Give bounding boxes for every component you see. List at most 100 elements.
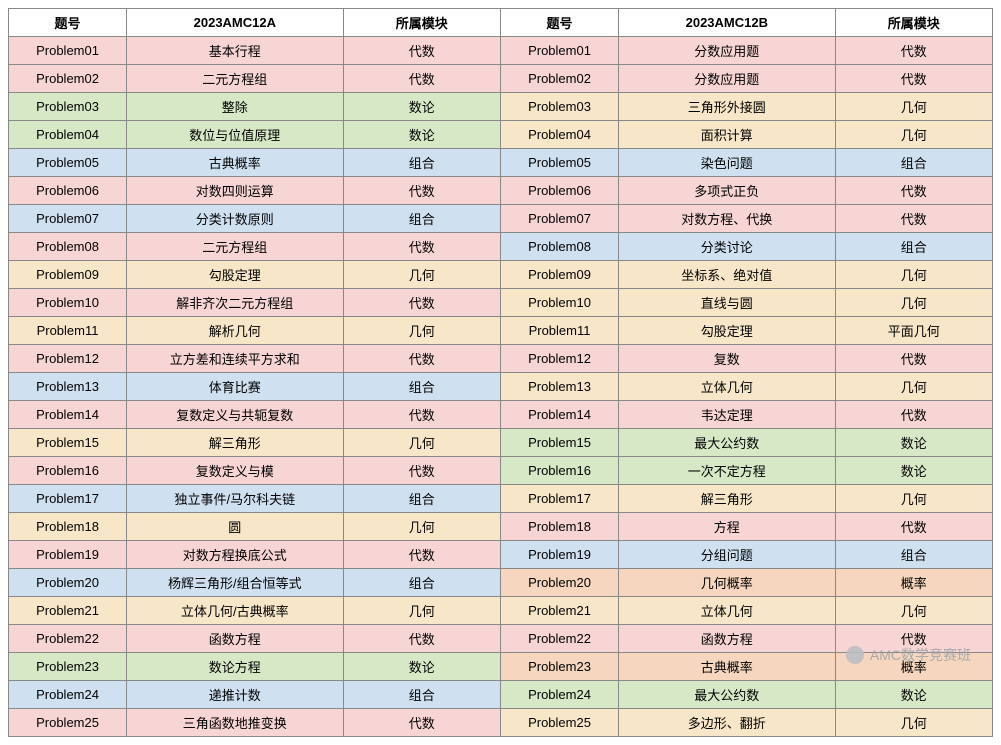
problem-b-id: Problem16 [500,457,618,485]
problem-b-id: Problem17 [500,485,618,513]
col-header: 题号 [500,9,618,37]
problem-b-topic: 立体几何 [619,597,835,625]
problem-a-module: 组合 [343,485,500,513]
problem-b-topic: 对数方程、代换 [619,205,835,233]
table-row: Problem23数论方程数论Problem23古典概率概率 [9,653,993,681]
table-row: Problem19对数方程换底公式代数Problem19分组问题组合 [9,541,993,569]
problem-b-module: 概率 [835,653,992,681]
problem-b-id: Problem14 [500,401,618,429]
problem-b-module: 代数 [835,401,992,429]
problem-b-module: 几何 [835,373,992,401]
problem-b-topic: 多边形、翻折 [619,709,835,737]
table-row: Problem15解三角形几何Problem15最大公约数数论 [9,429,993,457]
problem-a-module: 代数 [343,709,500,737]
problem-b-id: Problem13 [500,373,618,401]
problem-b-module: 代数 [835,345,992,373]
problem-b-module: 代数 [835,37,992,65]
amc-topic-table: 题号 2023AMC12A 所属模块 题号 2023AMC12B 所属模块 Pr… [8,8,993,737]
problem-b-id: Problem15 [500,429,618,457]
problem-a-topic: 二元方程组 [127,65,343,93]
col-header: 2023AMC12A [127,9,343,37]
problem-a-id: Problem06 [9,177,127,205]
problem-b-topic: 分组问题 [619,541,835,569]
table-row: Problem17独立事件/马尔科夫链组合Problem17解三角形几何 [9,485,993,513]
table-row: Problem02二元方程组代数Problem02分数应用题代数 [9,65,993,93]
problem-b-module: 几何 [835,289,992,317]
problem-b-topic: 多项式正负 [619,177,835,205]
problem-b-module: 数论 [835,457,992,485]
table-row: Problem25三角函数地推变换代数Problem25多边形、翻折几何 [9,709,993,737]
table-row: Problem01基本行程代数Problem01分数应用题代数 [9,37,993,65]
table-row: Problem13体育比赛组合Problem13立体几何几何 [9,373,993,401]
problem-a-topic: 基本行程 [127,37,343,65]
table-row: Problem14复数定义与共轭复数代数Problem14韦达定理代数 [9,401,993,429]
problem-b-module: 组合 [835,541,992,569]
problem-b-id: Problem06 [500,177,618,205]
problem-b-id: Problem11 [500,317,618,345]
problem-a-topic: 立方差和连续平方求和 [127,345,343,373]
problem-b-module: 几何 [835,709,992,737]
table-row: Problem03整除数论Problem03三角形外接圆几何 [9,93,993,121]
col-header: 2023AMC12B [619,9,835,37]
problem-b-module: 平面几何 [835,317,992,345]
problem-a-topic: 分类计数原则 [127,205,343,233]
problem-a-module: 代数 [343,233,500,261]
problem-a-topic: 整除 [127,93,343,121]
problem-a-module: 几何 [343,261,500,289]
table-row: Problem20杨辉三角形/组合恒等式组合Problem20几何概率概率 [9,569,993,597]
problem-a-id: Problem12 [9,345,127,373]
problem-a-module: 代数 [343,625,500,653]
problem-a-module: 组合 [343,149,500,177]
table-row: Problem12立方差和连续平方求和代数Problem12复数代数 [9,345,993,373]
problem-a-id: Problem19 [9,541,127,569]
problem-b-id: Problem10 [500,289,618,317]
table-row: Problem05古典概率组合Problem05染色问题组合 [9,149,993,177]
problem-a-id: Problem07 [9,205,127,233]
table-row: Problem11解析几何几何Problem11勾股定理平面几何 [9,317,993,345]
problem-b-topic: 复数 [619,345,835,373]
problem-a-id: Problem15 [9,429,127,457]
problem-a-topic: 解非齐次二元方程组 [127,289,343,317]
problem-b-id: Problem03 [500,93,618,121]
problem-a-topic: 勾股定理 [127,261,343,289]
problem-a-topic: 立体几何/古典概率 [127,597,343,625]
problem-b-id: Problem21 [500,597,618,625]
problem-b-topic: 立体几何 [619,373,835,401]
problem-b-module: 代数 [835,513,992,541]
problem-b-module: 组合 [835,233,992,261]
problem-a-topic: 体育比赛 [127,373,343,401]
problem-b-module: 几何 [835,485,992,513]
problem-b-topic: 最大公约数 [619,681,835,709]
problem-a-id: Problem23 [9,653,127,681]
problem-a-id: Problem08 [9,233,127,261]
problem-a-id: Problem05 [9,149,127,177]
problem-a-module: 几何 [343,429,500,457]
problem-a-id: Problem11 [9,317,127,345]
problem-b-id: Problem19 [500,541,618,569]
problem-a-module: 代数 [343,289,500,317]
problem-b-id: Problem09 [500,261,618,289]
problem-b-id: Problem23 [500,653,618,681]
table-row: Problem09勾股定理几何Problem09坐标系、绝对值几何 [9,261,993,289]
problem-a-id: Problem17 [9,485,127,513]
problem-b-topic: 函数方程 [619,625,835,653]
problem-a-id: Problem24 [9,681,127,709]
problem-a-topic: 数论方程 [127,653,343,681]
problem-a-module: 组合 [343,681,500,709]
problem-b-topic: 分类讨论 [619,233,835,261]
problem-b-module: 组合 [835,149,992,177]
problem-b-module: 数论 [835,429,992,457]
problem-a-id: Problem13 [9,373,127,401]
problem-a-id: Problem21 [9,597,127,625]
problem-a-module: 几何 [343,513,500,541]
problem-b-module: 数论 [835,681,992,709]
table-row: Problem16复数定义与模代数Problem16一次不定方程数论 [9,457,993,485]
table-row: Problem04数位与位值原理数论Problem04面积计算几何 [9,121,993,149]
table-row: Problem10解非齐次二元方程组代数Problem10直线与圆几何 [9,289,993,317]
problem-a-id: Problem03 [9,93,127,121]
col-header: 所属模块 [343,9,500,37]
col-header: 题号 [9,9,127,37]
table-row: Problem08二元方程组代数Problem08分类讨论组合 [9,233,993,261]
problem-b-module: 几何 [835,121,992,149]
table-body: Problem01基本行程代数Problem01分数应用题代数Problem02… [9,37,993,737]
